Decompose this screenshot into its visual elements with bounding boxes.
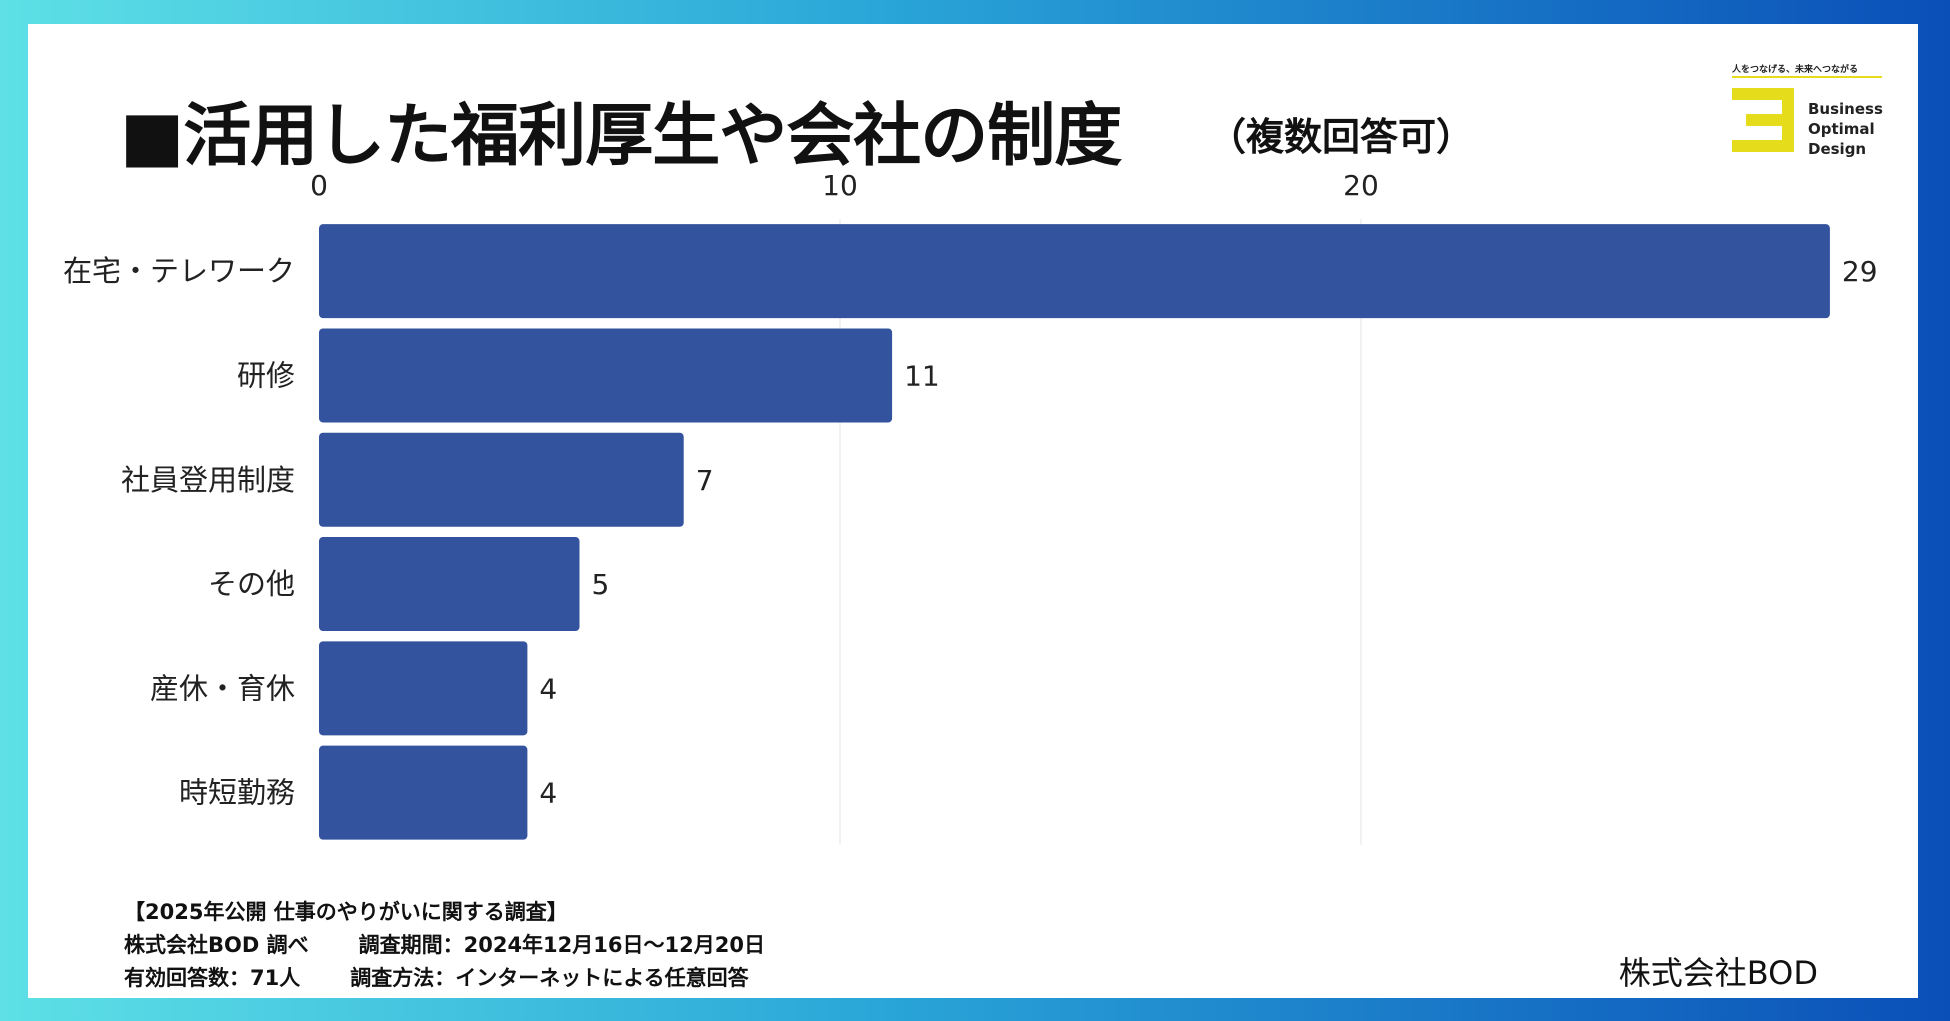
category-label-0: 在宅・テレワーク [63,254,295,288]
bar-3 [319,537,580,632]
survey-footnote: 【2025年公開 仕事のやりがいに関する調査】 株式会社BOD 調べ 調査期間：2… [124,896,765,995]
value-label-0: 29 [1842,255,1878,288]
x-tick-20: 20 [1343,169,1379,202]
footnote-period: 調査期間：2024年12月16日～12月20日 [358,933,765,957]
chart-subtitle: （複数回答可） [1208,115,1475,159]
footnote-line-3: 有効回答数：71人 調査方法：インターネットによる任意回答 [124,962,765,995]
category-label-4: 産休・育休 [150,671,295,705]
bar-4 [319,641,528,736]
bar-0 [319,224,1830,319]
bar-2 [319,432,684,527]
category-label-1: 研修 [237,358,295,392]
chart-card: ■活用した福利厚生や会社の制度 （複数回答可） 人をつなげる、未来へつながる B… [28,24,1918,998]
footnote-survey-title: 【2025年公開 仕事のやりがいに関する調査】 [124,900,568,924]
logo-mark-icon [1732,88,1794,152]
value-label-4: 4 [539,672,557,705]
logo-word-design: Design [1808,140,1867,158]
footnote-line-2: 株式会社BOD 調べ 調査期間：2024年12月16日～12月20日 [124,929,765,962]
footnote-source: 株式会社BOD 調べ [124,933,309,957]
category-label-5: 時短勤務 [179,776,295,810]
value-label-3: 5 [592,568,610,601]
value-labels: 29 11 7 5 4 4 [539,255,1877,810]
bars [319,224,1830,840]
category-label-3: その他 [208,567,295,601]
x-axis-ticks: 0 10 20 [310,169,1379,202]
company-logo: 人をつなげる、未来へつながる Business Optimal Design [1728,60,1888,172]
footnote-respondents: 有効回答数：71人 [124,966,301,990]
grid-lines [839,219,1362,845]
logo-word-business: Business [1808,100,1883,118]
category-label-2: 社員登用制度 [121,463,295,497]
bar-5 [319,745,528,840]
value-label-5: 4 [539,777,557,810]
bar-1 [319,328,893,423]
value-label-1: 11 [904,359,940,392]
logo-divider [1732,76,1882,78]
logo-tagline: 人をつなげる、未来へつながる [1732,65,1859,75]
footnote-method: 調査方法：インターネットによる任意回答 [350,966,749,990]
chart-title: ■活用した福利厚生や会社の制度 [120,97,1122,176]
x-tick-10: 10 [822,169,858,202]
x-tick-0: 0 [310,169,328,202]
value-label-2: 7 [696,464,714,497]
logo-word-optimal: Optimal [1808,120,1875,138]
company-name: 株式会社BOD [1618,954,1818,992]
